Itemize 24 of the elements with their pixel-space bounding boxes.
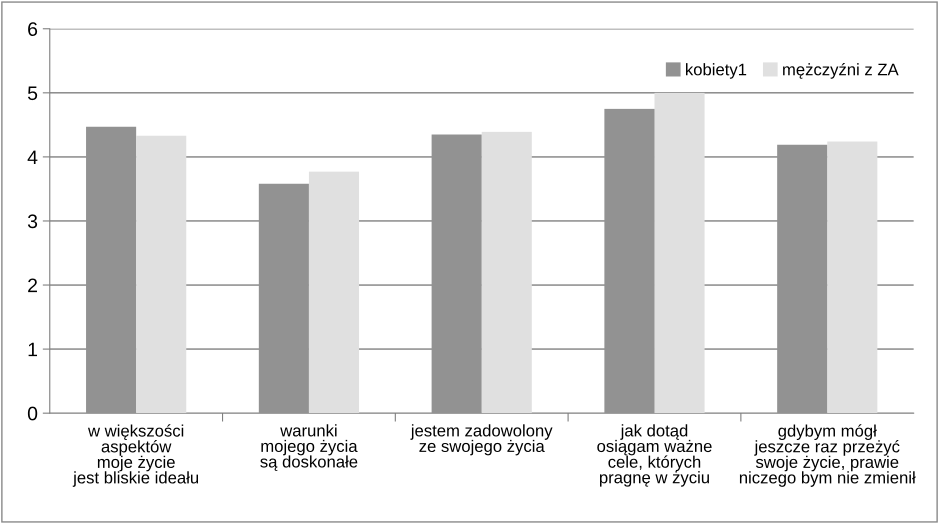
bar [432,134,482,414]
y-tick-label: 2 [28,278,37,292]
legend-label: mężczyźni z ZA [783,62,899,79]
bar [86,126,136,414]
y-tick-label: 6 [28,22,38,36]
y-tick-label: 5 [28,86,38,100]
bar [308,172,360,414]
x-tick-label: w większości aspektów moje życie jest bliskie ideału [72,424,198,487]
y-tick-label: 3 [28,214,38,228]
bar [654,92,705,414]
bar [827,142,878,414]
x-tick-label: jak dotąd osiągam ważne cele, których pragnę w życiu [597,424,712,487]
legend-label: kobiety1 [686,63,746,79]
bar [258,184,309,414]
x-tick-label: warunki mojego życia są doskonałe [260,424,358,471]
y-tick-label: 0 [28,406,38,420]
x-tick-label: jestem zadowolony ze swojego życia [410,424,553,456]
y-tick-label: 1 [28,342,38,356]
y-tick-label: 4 [28,150,38,164]
bar [136,136,186,414]
bar [482,132,532,414]
x-tick-label: gdybym mógł jeszcze raz przeżyć swoje życie, prawie niczego bym nie zmienił [740,424,916,487]
bar [604,108,654,414]
bar [777,144,828,414]
